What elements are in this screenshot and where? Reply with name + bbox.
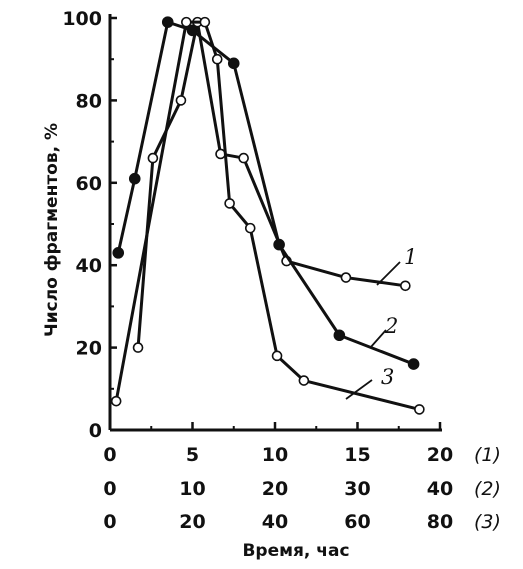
x-tick-label: 40 [427,478,453,500]
curve-leader [345,379,373,400]
data-point [298,375,310,386]
data-point [340,272,352,283]
x-tick-label: 5 [186,444,199,466]
y-tick-label: 0 [89,420,102,442]
x-tick-label: 40 [262,511,288,533]
x-tick-label: 60 [344,511,370,533]
y-axis-title: Число фрагментов, % [42,123,62,337]
curve-leader [369,329,387,349]
x-scale-tag: (1) [474,444,501,466]
data-point [407,358,420,370]
y-tick-label: 20 [76,338,102,360]
data-point [273,238,285,251]
data-point [199,16,211,28]
data-point [175,95,187,106]
data-point [211,53,223,65]
data-point [238,152,249,164]
data-point [128,172,141,185]
x-scale-tag: (3) [474,511,501,533]
data-point [244,222,256,234]
x-tick-label: 0 [103,511,116,533]
x-tick-label: 10 [262,444,288,466]
series-line [116,20,415,366]
data-point [333,329,346,342]
x-tick-label: 20 [262,478,288,500]
y-tick-label: 40 [76,255,102,277]
data-point [400,280,411,292]
curve-label: 3 [381,365,394,389]
data-point [186,24,199,37]
data-point [271,350,283,362]
y-tick-label: 80 [76,90,102,112]
x-tick-label: 80 [427,511,453,533]
x-tick-label: 10 [179,478,205,500]
data-point [110,395,122,407]
data-point [227,57,240,70]
data-point [224,198,235,209]
y-tick-label: 60 [76,173,102,195]
x-tick-label: 0 [103,478,116,500]
curve-label: 2 [384,314,398,338]
curve-label: 1 [404,245,417,269]
data-point [161,16,174,28]
x-tick-label: 0 [103,444,116,466]
data-point [181,16,192,28]
x-axis-title: Время, час [242,541,349,561]
data-point [112,247,125,259]
x-scale-tag: (2) [474,478,501,500]
data-point [132,342,144,353]
x-tick-label: 15 [344,444,370,466]
x-tick-label: 20 [427,444,453,466]
data-point [147,152,159,164]
data-point [414,404,425,415]
curve-leader [376,261,401,286]
y-tick-label: 100 [62,8,102,30]
x-tick-label: 20 [179,511,205,533]
x-tick-label: 30 [344,478,370,500]
